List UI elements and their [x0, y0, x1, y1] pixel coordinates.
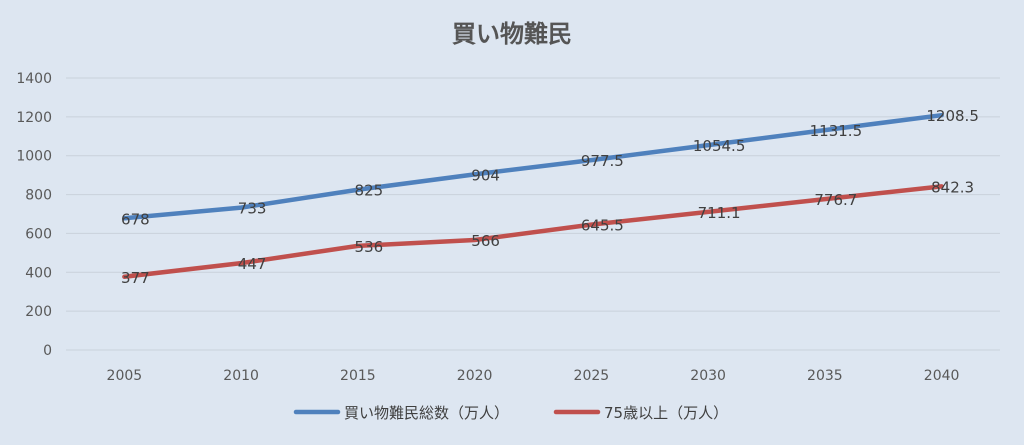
x-tick-label: 2015 — [340, 368, 376, 384]
data-label: 678 — [121, 210, 150, 228]
data-label: 566 — [471, 232, 500, 250]
x-tick-label: 2030 — [690, 368, 726, 384]
y-tick-label: 400 — [25, 265, 52, 281]
legend-label-1: 買い物難民総数（万人） — [344, 404, 509, 422]
data-label: 1208.5 — [926, 107, 979, 125]
chart-title: 買い物難民 — [452, 20, 572, 48]
series-lines — [122, 112, 944, 280]
series-line-1 — [122, 112, 944, 221]
y-tick-label: 600 — [25, 226, 52, 242]
x-tick-label: 2020 — [457, 368, 493, 384]
data-label: 904 — [471, 166, 500, 184]
y-tick-label: 1200 — [16, 110, 52, 126]
y-tick-label: 1000 — [16, 149, 52, 165]
y-tick-label: 0 — [43, 343, 52, 359]
x-tick-label: 2035 — [807, 368, 843, 384]
data-label: 733 — [238, 200, 267, 218]
x-tick-label: 2010 — [223, 368, 259, 384]
data-label: 776.7 — [814, 191, 857, 209]
data-label: 536 — [355, 238, 384, 256]
data-label: 447 — [238, 255, 267, 273]
legend: 買い物難民総数（万人） 75歳以上（万人） — [293, 404, 728, 422]
y-tick-label: 1400 — [16, 71, 52, 87]
data-label: 1131.5 — [810, 122, 863, 140]
data-label: 377 — [121, 269, 150, 287]
data-label: 977.5 — [581, 152, 624, 170]
x-tick-label: 2040 — [924, 368, 960, 384]
series-line-2 — [122, 184, 944, 280]
data-label: 842.3 — [931, 178, 974, 196]
legend-label-2: 75歳以上（万人） — [604, 404, 728, 422]
y-tick-label: 800 — [25, 188, 52, 204]
data-labels: 678 733 825 904 977.5 1054.5 1131.5 1208.5 377 44… — [121, 107, 979, 287]
y-axis-ticks: 0 200 400 600 800 1000 1200 1400 — [16, 71, 52, 359]
y-tick-label: 200 — [25, 304, 52, 320]
data-label: 825 — [355, 182, 384, 200]
data-label: 711.1 — [698, 204, 741, 222]
x-tick-label: 2005 — [107, 368, 143, 384]
x-tick-label: 2025 — [574, 368, 610, 384]
data-label: 1054.5 — [693, 137, 746, 155]
gridlines — [66, 77, 1000, 351]
x-axis-ticks: 2005 2010 2015 2020 2025 2030 2035 2040 — [107, 368, 960, 384]
data-label: 645.5 — [581, 217, 624, 235]
